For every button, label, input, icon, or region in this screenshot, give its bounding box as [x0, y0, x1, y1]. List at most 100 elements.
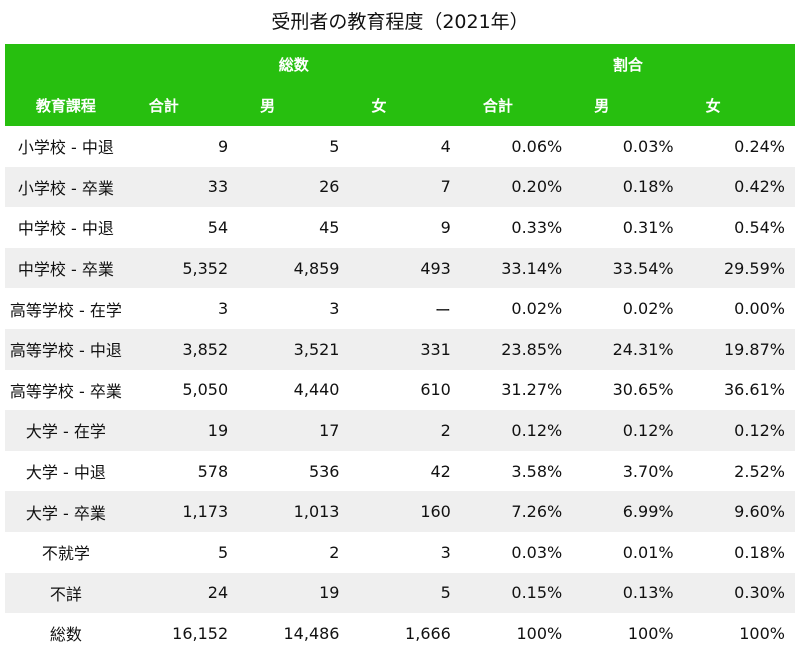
- cell-male: 17: [238, 410, 350, 451]
- table-row: 大学 - 在学 19 17 2 0.12% 0.12% 0.12%: [5, 410, 795, 451]
- row-label: 高等学校 - 卒業: [9, 381, 122, 401]
- cell-female: 5: [349, 572, 461, 614]
- cell-female-pct: 0.30%: [683, 572, 795, 614]
- row-label: 大学 - 中退: [25, 463, 106, 483]
- cell-male-pct: 6.99%: [572, 491, 684, 532]
- cell-total: 5: [217, 542, 229, 562]
- cell-male-pct: 0.31%: [622, 217, 674, 237]
- cell-total-pct: 0.06%: [511, 136, 563, 156]
- table-row: 不就学 5 2 3 0.03% 0.01% 0.18%: [5, 532, 795, 573]
- header-male: 男: [260, 97, 276, 115]
- row-label: 中学校 - 卒業: [5, 247, 127, 289]
- row-label: 大学 - 在学: [5, 410, 127, 451]
- cell-male: 4,859: [238, 247, 350, 289]
- header-category: 教育課程: [35, 97, 96, 115]
- header-column-row: 教育課程 合計 男 女 合計 男 女: [5, 85, 795, 126]
- table-row: 小学校 - 中退 9 5 4 0.06% 0.03% 0.24%: [5, 126, 795, 167]
- cell-male: 1,013: [238, 491, 350, 532]
- cell-female: 331: [349, 328, 461, 370]
- cell-male: 536: [308, 461, 340, 481]
- cell-total: 54: [207, 217, 229, 237]
- cell-female-pct: 100%: [739, 623, 785, 643]
- cell-female: 1,666: [405, 623, 451, 643]
- cell-total-pct: 0.15%: [460, 572, 573, 614]
- cell-total: 3: [217, 299, 229, 319]
- table-body: 小学校 - 中退 9 5 4 0.06% 0.03% 0.24% 小学校 - 卒業 33 26 7…: [5, 126, 795, 654]
- cell-total: 16,152: [172, 623, 229, 643]
- cell-total-pct: 0.20%: [460, 166, 573, 208]
- cell-total-pct: 100%: [516, 623, 563, 643]
- table-row: 中学校 - 中退 54 45 9 0.33% 0.31% 0.54%: [5, 207, 795, 248]
- cell-female: 9: [440, 217, 451, 237]
- cell-male: 3,521: [238, 328, 350, 370]
- cell-total: 578: [197, 461, 229, 481]
- header-empty-cell: [5, 44, 127, 85]
- header-group-ratio: 割合: [612, 56, 643, 74]
- cell-male: 3: [329, 299, 340, 319]
- cell-female-pct: 19.87%: [683, 328, 795, 370]
- cell-male: 26: [238, 166, 350, 208]
- row-label: 総数: [49, 625, 82, 645]
- cell-female-pct: 29.59%: [683, 247, 795, 289]
- cell-total: 33: [126, 166, 239, 208]
- cell-female-pct: 0.54%: [734, 217, 785, 237]
- cell-female-pct: 2.52%: [734, 461, 785, 481]
- header-group-total: 総数: [278, 56, 309, 74]
- cell-total-pct: 0.33%: [511, 217, 563, 237]
- cell-male-pct: 0.01%: [622, 542, 674, 562]
- cell-female-pct: 0.18%: [734, 542, 785, 562]
- cell-female: ー: [434, 300, 451, 320]
- cell-female: 3: [440, 542, 451, 562]
- education-table: 総数 割合 教育課程 合計 男 女 合計 男 女 小学校 - 中退 9 5 4 0.06…: [5, 44, 795, 654]
- header-female-pct: 女: [705, 97, 721, 115]
- table-row: 高等学校 - 卒業 5,050 4,440 610 31.27% 30.65% 36.61%: [5, 370, 795, 411]
- table-title: 受刑者の教育程度（2021年）: [271, 11, 529, 33]
- cell-male: 5: [329, 136, 340, 156]
- cell-female: 4: [440, 136, 451, 156]
- row-label: 小学校 - 中退: [17, 138, 114, 158]
- cell-female-pct: 36.61%: [723, 380, 785, 400]
- cell-total-pct: 0.12%: [460, 410, 573, 451]
- row-label: 大学 - 卒業: [5, 491, 127, 532]
- cell-female: 42: [430, 461, 451, 481]
- table-row: 高等学校 - 中退 3,852 3,521 331 23.85% 24.31% 19.87%: [5, 328, 795, 370]
- cell-male-pct: 0.18%: [572, 166, 684, 208]
- table-row: 不詳 24 19 5 0.15% 0.13% 0.30%: [5, 572, 795, 614]
- header-total: 合計: [148, 97, 179, 115]
- cell-total: 1,173: [126, 491, 239, 532]
- table-row: 大学 - 中退 578 536 42 3.58% 3.70% 2.52%: [5, 451, 795, 492]
- header-group-row: 総数 割合: [5, 44, 795, 85]
- table-row: 中学校 - 卒業 5,352 4,859 493 33.14% 33.54% 29.59%: [5, 247, 795, 289]
- cell-male: 19: [238, 572, 350, 614]
- cell-male: 14,486: [283, 623, 340, 643]
- cell-total-pct: 3.58%: [511, 461, 563, 481]
- cell-total: 9: [217, 136, 229, 156]
- cell-total-pct: 31.27%: [501, 380, 563, 400]
- cell-female: 160: [349, 491, 461, 532]
- row-label: 不詳: [5, 572, 127, 614]
- cell-female-pct: 0.00%: [734, 299, 785, 319]
- cell-male-pct: 0.12%: [572, 410, 684, 451]
- cell-total-pct: 33.14%: [460, 247, 573, 289]
- header-total-pct: 合計: [482, 97, 513, 115]
- header-female: 女: [371, 97, 387, 115]
- cell-male-pct: 0.03%: [622, 136, 674, 156]
- row-label: 小学校 - 卒業: [5, 166, 127, 208]
- cell-total: 3,852: [126, 328, 239, 370]
- cell-male-pct: 0.02%: [622, 299, 674, 319]
- table-row-total: 総数 16,152 14,486 1,666 100% 100% 100%: [5, 613, 795, 654]
- cell-total-pct: 0.03%: [511, 542, 563, 562]
- cell-female-pct: 0.12%: [683, 410, 795, 451]
- cell-female-pct: 0.42%: [683, 166, 795, 208]
- cell-total: 19: [126, 410, 239, 451]
- cell-female: 7: [349, 166, 461, 208]
- row-label: 中学校 - 中退: [17, 219, 114, 239]
- cell-male-pct: 33.54%: [572, 247, 684, 289]
- cell-male-pct: 0.13%: [572, 572, 684, 614]
- cell-total: 5,050: [182, 380, 229, 400]
- cell-male-pct: 100%: [627, 623, 674, 643]
- table-row: 大学 - 卒業 1,173 1,013 160 7.26% 6.99% 9.60%: [5, 491, 795, 532]
- cell-total-pct: 7.26%: [460, 491, 573, 532]
- table-row: 高等学校 - 在学 3 3 ー 0.02% 0.02% 0.00%: [5, 288, 795, 329]
- header-male-pct: 男: [594, 97, 610, 115]
